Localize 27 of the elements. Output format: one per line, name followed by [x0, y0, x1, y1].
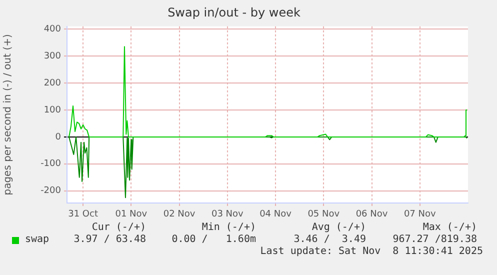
text: 967.27 /819.38: [392, 234, 477, 246]
y-axis-title: pages per second in (-) / out (+): [2, 34, 14, 196]
y-tick-label: -200: [40, 186, 62, 196]
text: 3.97 / 63.48: [74, 234, 146, 246]
x-tick-label: 03 Nov: [211, 210, 244, 220]
text: 3.46 / 3.49: [294, 234, 366, 246]
y-tick-label: 300: [44, 51, 62, 62]
x-tick-label: 31 Oct: [68, 210, 98, 220]
x-tick-label: 06 Nov: [356, 210, 388, 220]
x-tick-label: 07 Nov: [404, 210, 436, 220]
text: Max (-/+): [422, 222, 477, 234]
y-tick-label: -100: [40, 159, 62, 170]
y-tick-label: 200: [44, 78, 62, 88]
x-tick-label: 02 Nov: [163, 210, 196, 220]
x-tick-label: 04 Nov: [260, 210, 292, 220]
y-tick-label: 100: [44, 105, 62, 116]
legend-label: swap: [25, 234, 50, 246]
chart-title: Swap in/out - by week: [168, 5, 300, 20]
text: Min (-/+): [202, 222, 256, 234]
x-tick-label: 05 Nov: [308, 210, 340, 220]
text: Cur (-/+): [92, 222, 146, 234]
y-tick-label: 0: [55, 132, 62, 142]
x-tick-label: 01 Nov: [115, 210, 148, 220]
text: Avg (-/+): [312, 222, 366, 234]
text: Last update: Sat Nov 8 11:30:41 2025: [260, 246, 483, 258]
y-tick-label: 400: [44, 24, 62, 34]
text: 0.00 / 1.60m: [172, 234, 256, 246]
